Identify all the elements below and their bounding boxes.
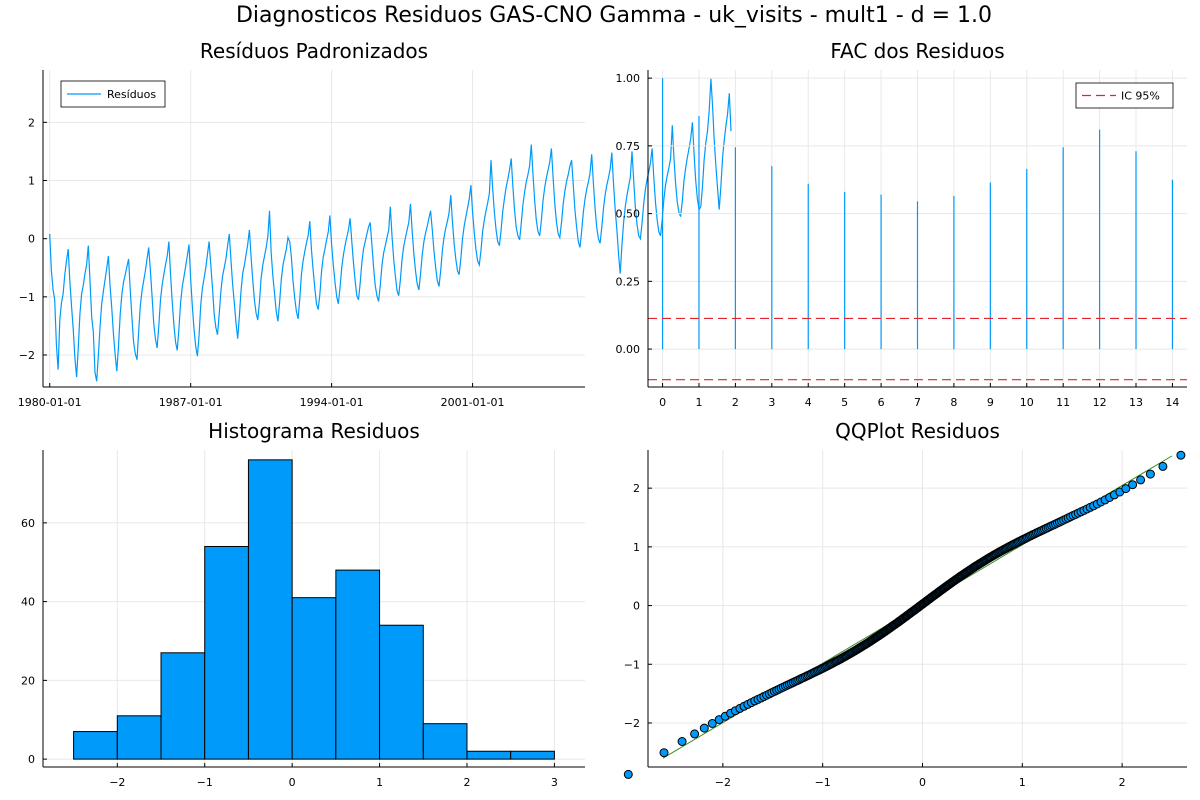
x-tick-label: 7 [914, 396, 921, 409]
x-tick-label: 2 [1119, 776, 1126, 789]
y-tick-label: −2 [624, 717, 640, 730]
x-tick-label: 5 [841, 396, 848, 409]
y-tick-label: 1 [633, 541, 640, 554]
y-tick-label: 0 [633, 600, 640, 613]
histogram-bar [510, 750, 555, 760]
residuals-line-panel: Resíduos Padronizados 1980-01-01 1987-01-0… [18, 39, 732, 409]
x-tick-label: 10 [1020, 396, 1034, 409]
x-tick-label: 0 [289, 776, 296, 789]
y-tick-label: 40 [21, 596, 35, 609]
x-tick-label: 3 [551, 776, 558, 789]
x-tick-label: 2001-01-01 [441, 396, 505, 409]
x-tick-label: 13 [1129, 396, 1143, 409]
y-tick-label: −2 [19, 349, 35, 362]
y-tick-label: 1 [28, 175, 35, 188]
histogram-bar [422, 723, 468, 760]
x-tick-label: 4 [805, 396, 812, 409]
qq-point [1176, 450, 1186, 460]
histogram-bar [466, 750, 512, 760]
y-tick-label: −1 [19, 291, 35, 304]
histogram-bar [291, 597, 337, 760]
histogram-panel: Histograma Residuos −2 −1 0 1 2 3 0 20 40 60 [21, 419, 585, 789]
qq-point [623, 769, 633, 779]
histogram-bar [204, 545, 249, 760]
histogram-bar [379, 624, 424, 760]
y-tick-label: 0 [28, 233, 35, 246]
qq-point [659, 748, 669, 758]
x-tick-label: 0 [659, 396, 666, 409]
x-tick-label: 2 [463, 776, 470, 789]
legend-label: Resíduos [107, 88, 156, 101]
x-tick-label: 1 [1019, 776, 1026, 789]
x-tick-label: −1 [815, 776, 831, 789]
x-tick-label: −1 [197, 776, 213, 789]
panel-title: Resíduos Padronizados [200, 39, 428, 63]
qq-point [1136, 475, 1146, 485]
x-tick-label: 1 [695, 396, 702, 409]
qq-point [677, 737, 687, 746]
legend-label: IC 95% [1121, 90, 1160, 103]
x-tick-label: 14 [1165, 396, 1179, 409]
qq-point [1158, 461, 1168, 471]
legend: Resíduos [60, 80, 166, 108]
x-tick-label: 6 [878, 396, 885, 409]
panel-title: QQPlot Residuos [835, 419, 1000, 443]
y-tick-label: 20 [21, 674, 35, 687]
x-tick-label: 0 [919, 776, 926, 789]
x-tick-label: −2 [109, 776, 125, 789]
y-tick-label: 0.50 [616, 208, 641, 221]
y-tick-label: −1 [624, 658, 640, 671]
qq-point [690, 729, 700, 739]
y-tick-label: 1.00 [616, 72, 641, 85]
legend-box [1075, 82, 1174, 109]
histogram-bar [160, 652, 206, 760]
residuals-series-line [49, 78, 732, 382]
y-tick-label: 0 [28, 753, 35, 766]
legend: IC 95% [1075, 82, 1174, 109]
panel-title: FAC dos Residuos [830, 39, 1004, 63]
y-tick-label: 2 [633, 482, 640, 495]
qq-point [699, 723, 709, 733]
x-tick-label: 1 [376, 776, 383, 789]
y-tick-label: 0.75 [616, 140, 641, 153]
x-tick-label: 9 [987, 396, 994, 409]
y-tick-label: 2 [28, 116, 35, 129]
x-tick-label: 12 [1093, 396, 1107, 409]
histogram-bar [73, 731, 118, 760]
y-tick-label: 60 [21, 517, 35, 530]
x-tick-label: 1987-01-01 [159, 396, 223, 409]
qqplot-panel: QQPlot Residuos −2 −1 0 1 2 −2 −1 0 1 2 [623, 419, 1187, 789]
x-tick-label: 1994-01-01 [300, 396, 364, 409]
x-tick-label: 11 [1056, 396, 1070, 409]
x-tick-label: 1980-01-01 [18, 396, 82, 409]
qq-point [1145, 469, 1155, 479]
x-tick-label: 2 [732, 396, 739, 409]
histogram-bar [335, 569, 381, 760]
qq-point [1121, 484, 1131, 494]
x-tick-label: −2 [715, 776, 731, 789]
x-tick-label: 8 [950, 396, 957, 409]
x-tick-label: 3 [768, 396, 775, 409]
histogram-bar [116, 715, 162, 760]
histogram-bar [247, 459, 293, 760]
qq-point [707, 719, 717, 728]
y-tick-label: 0.00 [616, 343, 641, 356]
panel-title: Histograma Residuos [208, 419, 420, 443]
qq-point [1128, 480, 1138, 490]
figure-suptitle: Diagnosticos Residuos GAS-CNO Gamma - uk… [236, 3, 992, 28]
y-tick-label: 0.25 [616, 275, 641, 288]
